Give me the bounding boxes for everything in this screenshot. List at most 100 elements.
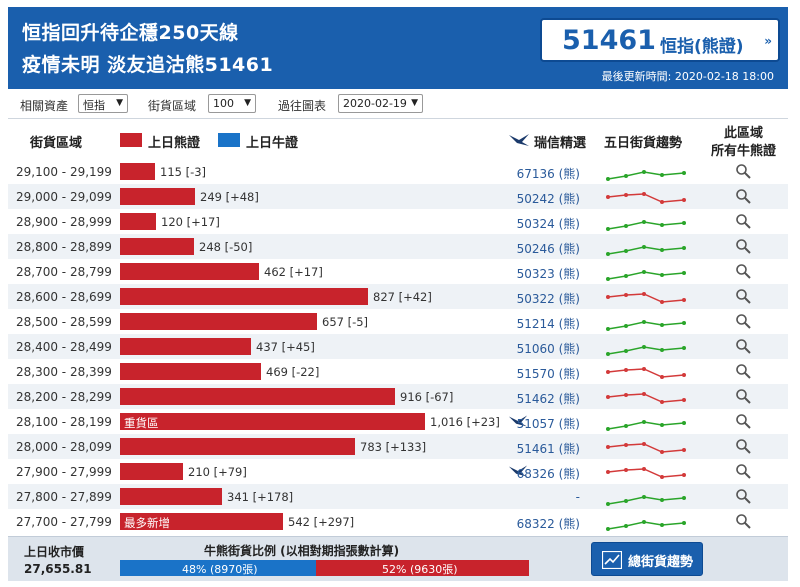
pick-warrant-link[interactable]: 51461 (熊) bbox=[516, 442, 580, 456]
five-day-sparkline bbox=[606, 345, 686, 356]
search-icon[interactable] bbox=[735, 388, 751, 404]
bear-volume-bar[interactable] bbox=[120, 288, 368, 305]
search-icon[interactable] bbox=[735, 338, 751, 354]
sparkline-point bbox=[606, 502, 610, 506]
pick-warrant-link[interactable]: 51057 (熊) bbox=[516, 417, 580, 431]
history-label: 過往圖表 bbox=[278, 99, 327, 113]
pick-warrant-link[interactable]: 50324 (熊) bbox=[516, 217, 580, 231]
search-icon[interactable] bbox=[735, 463, 751, 479]
pick-warrant-link[interactable]: - bbox=[575, 490, 580, 504]
history-date-select[interactable]: 2020-02-19 ▼ bbox=[338, 94, 423, 113]
pick-warrant-link[interactable]: 51462 (熊) bbox=[516, 392, 580, 406]
table-row: 28,100 - 28,199 重貨區 1,016 [+23] 51057 (熊) bbox=[8, 409, 788, 434]
search-icon[interactable] bbox=[735, 263, 751, 279]
search-icon[interactable] bbox=[735, 288, 751, 304]
table-row: 28,900 - 28,999 120 [+17] 50324 (熊) bbox=[8, 209, 788, 234]
sparkline-point bbox=[660, 423, 664, 427]
sparkline-point bbox=[660, 450, 664, 454]
sparkline-path bbox=[607, 193, 685, 203]
search-icon[interactable] bbox=[735, 213, 751, 229]
table-row: 28,800 - 28,899 248 [-50] 50246 (熊) bbox=[8, 234, 788, 259]
all-column-header-line2: 所有牛熊證 bbox=[711, 144, 777, 159]
sparkline-point bbox=[642, 292, 646, 296]
zone-select[interactable]: 100 ▼ bbox=[208, 94, 256, 113]
sparkline-point bbox=[606, 177, 610, 181]
bull-ratio-segment: 48% (8970張) bbox=[120, 560, 316, 576]
bear-volume-bar[interactable] bbox=[120, 388, 395, 405]
sparkline-point bbox=[642, 520, 646, 524]
bear-volume-bar[interactable] bbox=[120, 438, 355, 455]
bear-volume-bar[interactable] bbox=[120, 338, 251, 355]
bear-volume-bar[interactable] bbox=[120, 413, 425, 430]
search-icon[interactable] bbox=[735, 313, 751, 329]
search-icon[interactable] bbox=[735, 363, 751, 379]
pick-warrant-link[interactable]: 67136 (熊) bbox=[516, 167, 580, 181]
sparkline-point bbox=[682, 398, 686, 402]
five-day-sparkline bbox=[606, 467, 686, 479]
all-column-header-line1: 此區域 bbox=[724, 126, 764, 141]
sparkline-point bbox=[606, 252, 610, 256]
table-row: 28,700 - 28,799 462 [+17] 50323 (熊) bbox=[8, 259, 788, 284]
prev-close-label: 上日收市價 bbox=[24, 545, 85, 559]
pick-warrant-link[interactable]: 50322 (熊) bbox=[516, 292, 580, 306]
five-day-sparkline bbox=[606, 192, 686, 204]
sparkline-point bbox=[660, 375, 664, 379]
bull-ratio-text: 48% (8970張) bbox=[182, 563, 258, 576]
bar-value: 120 [+17] bbox=[161, 215, 220, 229]
sparkline-point bbox=[606, 395, 610, 399]
sparkline-path bbox=[607, 221, 685, 230]
zone-range: 29,100 - 29,199 bbox=[16, 165, 112, 179]
bear-volume-bar[interactable] bbox=[120, 488, 222, 505]
bar-value: 249 [+48] bbox=[200, 190, 259, 204]
pick-warrant-link[interactable]: 50246 (熊) bbox=[516, 242, 580, 256]
zone-range: 27,900 - 27,999 bbox=[16, 465, 112, 479]
search-icon[interactable] bbox=[735, 163, 751, 179]
asset-select[interactable]: 恒指 ▼ bbox=[78, 94, 128, 113]
sparkline-point bbox=[682, 521, 686, 525]
pick-warrant-link[interactable]: 50242 (熊) bbox=[516, 192, 580, 206]
bear-volume-bar[interactable] bbox=[120, 513, 283, 530]
table-row: 28,000 - 28,099 783 [+133] 51461 (熊) bbox=[8, 434, 788, 459]
pick-warrant-link[interactable]: 68326 (熊) bbox=[516, 467, 580, 481]
bear-volume-bar[interactable] bbox=[120, 238, 194, 255]
sparkline-point bbox=[642, 270, 646, 274]
sparkline-point bbox=[660, 475, 664, 479]
search-icon[interactable] bbox=[735, 188, 751, 204]
five-day-sparkline bbox=[606, 270, 686, 281]
pick-warrant-link[interactable]: 51570 (熊) bbox=[516, 367, 580, 381]
pick-warrant-link[interactable]: 51214 (熊) bbox=[516, 317, 580, 331]
sparkline-point bbox=[682, 271, 686, 275]
sparkline-point bbox=[642, 495, 646, 499]
sparkline-path bbox=[607, 468, 685, 478]
quote-button[interactable]: 51461 恒指(熊證) » bbox=[540, 18, 780, 62]
pick-warrant-link[interactable]: 68322 (熊) bbox=[516, 517, 580, 531]
five-day-sparkline bbox=[606, 245, 686, 256]
sparkline-point bbox=[606, 370, 610, 374]
bear-volume-bar[interactable] bbox=[120, 163, 155, 180]
five-day-sparkline bbox=[606, 170, 686, 181]
bar-value: 210 [+79] bbox=[188, 465, 247, 479]
bear-volume-bar[interactable] bbox=[120, 363, 261, 380]
sparkline-path bbox=[607, 421, 685, 430]
bear-volume-bar[interactable] bbox=[120, 463, 183, 480]
pick-warrant-link[interactable]: 50323 (熊) bbox=[516, 267, 580, 281]
search-icon[interactable] bbox=[735, 438, 751, 454]
zone-range: 28,100 - 28,199 bbox=[16, 415, 112, 429]
sparkline-point bbox=[624, 174, 628, 178]
prev-close-value: 27,655.81 bbox=[24, 562, 92, 576]
bar-value: 248 [-50] bbox=[199, 240, 253, 254]
pick-warrant-link[interactable]: 51060 (熊) bbox=[516, 342, 580, 356]
zone-range: 28,800 - 28,899 bbox=[16, 240, 112, 254]
bear-volume-bar[interactable] bbox=[120, 213, 156, 230]
bear-volume-bar[interactable] bbox=[120, 263, 259, 280]
search-icon[interactable] bbox=[735, 513, 751, 529]
search-icon[interactable] bbox=[735, 488, 751, 504]
total-trend-button[interactable]: 總街貨趨勢 bbox=[591, 542, 703, 576]
sparkline-path bbox=[607, 271, 685, 280]
zone-range: 28,000 - 28,099 bbox=[16, 440, 112, 454]
bear-volume-bar[interactable] bbox=[120, 188, 195, 205]
bear-volume-bar[interactable] bbox=[120, 313, 317, 330]
search-icon[interactable] bbox=[735, 238, 751, 254]
search-icon[interactable] bbox=[735, 413, 751, 429]
sparkline-path bbox=[607, 368, 685, 378]
